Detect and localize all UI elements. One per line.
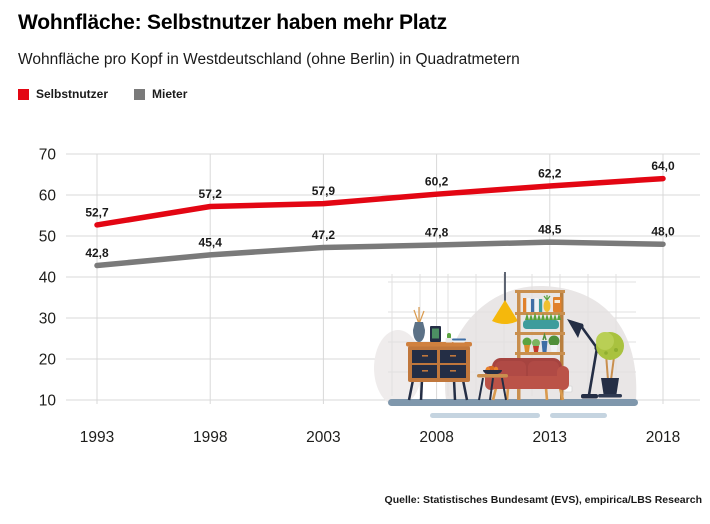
page-title: Wohnfläche: Selbstnutzer haben mehr Plat… — [18, 11, 447, 34]
x-tick-label: 2013 — [533, 429, 567, 446]
x-tick-label: 1993 — [80, 429, 114, 446]
y-tick-label: 60 — [39, 188, 57, 205]
chart-grid: 70 60 50 40 30 20 10 1993 1998 2003 2008 2013 2018 — [39, 147, 700, 446]
pendant-lamp-icon — [492, 272, 518, 324]
chart-legend: Selbstnutzer Mieter — [18, 87, 187, 101]
x-tick-label: 2018 — [646, 429, 680, 446]
data-label-mieter-2003: 47,2 — [312, 228, 336, 242]
legend-swatch-gray-icon — [134, 88, 146, 100]
source-credit: Quelle: Statistisches Bundesamt (EVS), e… — [384, 494, 702, 506]
data-label-mieter-2018: 48,0 — [651, 225, 675, 239]
legend-label-selbstnutzer: Selbstnutzer — [36, 87, 109, 101]
legend-item-selbstnutzer: Selbstnutzer — [18, 87, 108, 101]
chart-series: 52,7 57,2 57,9 60,2 62,2 64,0 42,8 45,4 47,2 47,8… — [85, 159, 675, 269]
floor-bar — [388, 399, 638, 406]
book-stack — [452, 338, 466, 343]
series-line-mieter — [94, 239, 666, 269]
y-tick-label: 30 — [39, 311, 57, 328]
vase-with-branches — [413, 307, 425, 342]
data-label-selbstnutzer-2003: 57,9 — [312, 184, 336, 198]
data-label-mieter-2013: 48,5 — [538, 223, 562, 237]
living-room-illustration — [374, 272, 638, 418]
data-label-selbstnutzer-1998: 57,2 — [199, 187, 223, 201]
legend-item-mieter: Mieter — [134, 87, 187, 101]
data-label-mieter-2008: 47,8 — [425, 226, 449, 240]
floor-reflection-left — [430, 413, 540, 418]
data-label-selbstnutzer-2018: 64,0 — [651, 159, 675, 173]
y-tick-label: 20 — [39, 352, 57, 369]
data-label-mieter-1998: 45,4 — [199, 235, 223, 249]
data-label-selbstnutzer-2008: 60,2 — [425, 175, 449, 189]
y-tick-label: 40 — [39, 270, 57, 287]
x-tick-label: 1998 — [193, 429, 227, 446]
y-tick-label: 50 — [39, 229, 57, 246]
side-table — [477, 365, 508, 401]
legend-label-mieter: Mieter — [152, 87, 188, 101]
legend-swatch-red-icon — [18, 88, 29, 100]
potted-tree — [596, 332, 624, 398]
x-tick-label: 2008 — [419, 429, 453, 446]
y-tick-label: 70 — [39, 147, 57, 164]
sideboard-cabinet — [406, 342, 472, 401]
picture-frame — [430, 326, 441, 342]
floor-reflection-right — [550, 413, 607, 418]
page-subtitle: Wohnfläche pro Kopf in Westdeutschland (… — [18, 51, 520, 68]
x-tick-label: 2003 — [306, 429, 340, 446]
data-label-mieter-1993: 42,8 — [85, 246, 109, 260]
data-label-selbstnutzer-2013: 62,2 — [538, 166, 562, 180]
y-tick-label: 10 — [39, 393, 57, 410]
series-line-selbstnutzer — [94, 175, 666, 228]
cactus-pot — [445, 333, 453, 343]
data-label-selbstnutzer-1993: 52,7 — [85, 205, 109, 219]
desk-lamp-icon — [567, 319, 600, 399]
